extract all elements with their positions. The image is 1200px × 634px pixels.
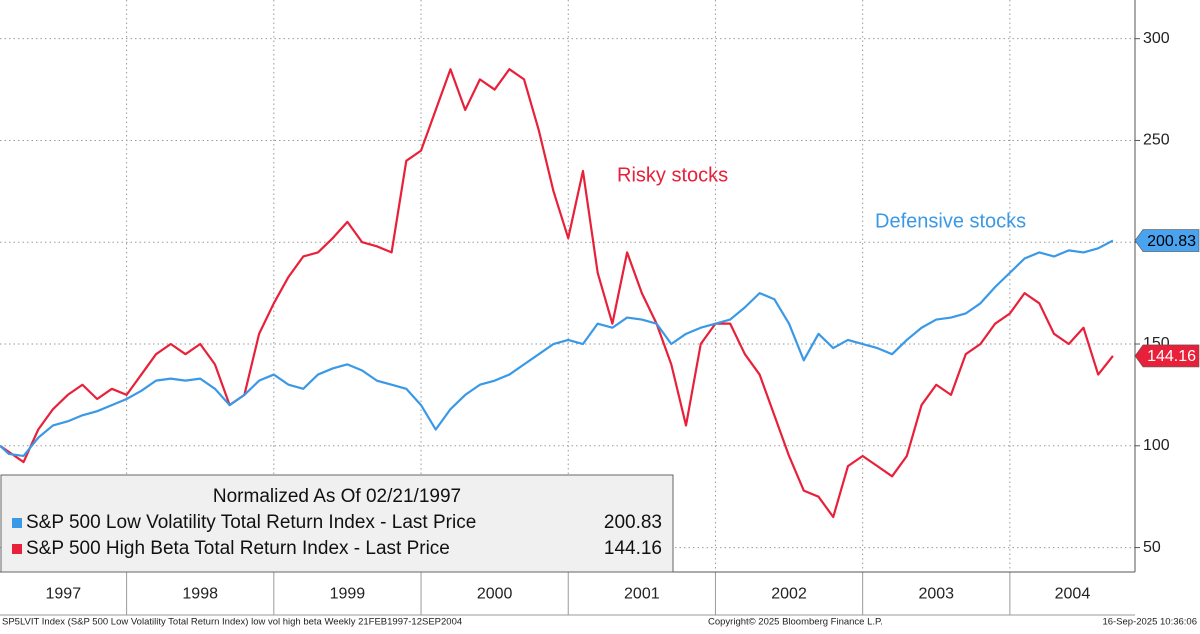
legend-value: 144.16 (604, 538, 662, 559)
footer-copyright: Copyright© 2025 Bloomberg Finance L.P. (708, 617, 883, 628)
x-tick-label: 2001 (624, 586, 660, 603)
y-tick-label: 250 (1143, 132, 1170, 149)
x-tick-label: 2000 (477, 586, 513, 603)
legend-swatch (12, 544, 22, 554)
lines (0, 68, 1114, 519)
y-tick-label: 50 (1143, 539, 1161, 556)
legend-title: Normalized As Of 02/21/1997 (213, 486, 461, 507)
x-tick-label: 2004 (1055, 586, 1091, 603)
y-tick-label: 100 (1143, 437, 1170, 454)
legend-value: 200.83 (604, 512, 662, 533)
legend-swatch (12, 518, 22, 528)
last-price-flag-label: 144.16 (1147, 348, 1196, 365)
overlay: 200.83 144.16 Risky stocks Defensive stocks… (0, 164, 1200, 628)
x-tick-label: 1998 (182, 586, 218, 603)
legend-box (0, 474, 674, 573)
footer-date: 16-Sep-2025 10:36:06 (1102, 617, 1197, 628)
legend-label: S&P 500 Low Volatility Total Return Inde… (26, 512, 476, 533)
x-tick-label: 2003 (918, 586, 954, 603)
footer-source: SP5LVIT Index (S&P 500 Low Volatility To… (2, 617, 462, 628)
x-tick-label: 1999 (330, 586, 366, 603)
annotation: Defensive stocks (875, 210, 1026, 232)
last-price-flag (1134, 344, 1200, 368)
annotation: Risky stocks (617, 164, 728, 186)
y-tick-label: 300 (1143, 30, 1170, 47)
series-line (0, 239, 1114, 458)
series-line (0, 68, 1114, 519)
x-tick-label: 2002 (771, 586, 807, 603)
legend-label: S&P 500 High Beta Total Return Index - L… (26, 538, 450, 559)
last-price-flag (1134, 229, 1200, 252)
x-tick-label: 1997 (46, 586, 82, 603)
last-price-flag-label: 200.83 (1147, 233, 1196, 250)
